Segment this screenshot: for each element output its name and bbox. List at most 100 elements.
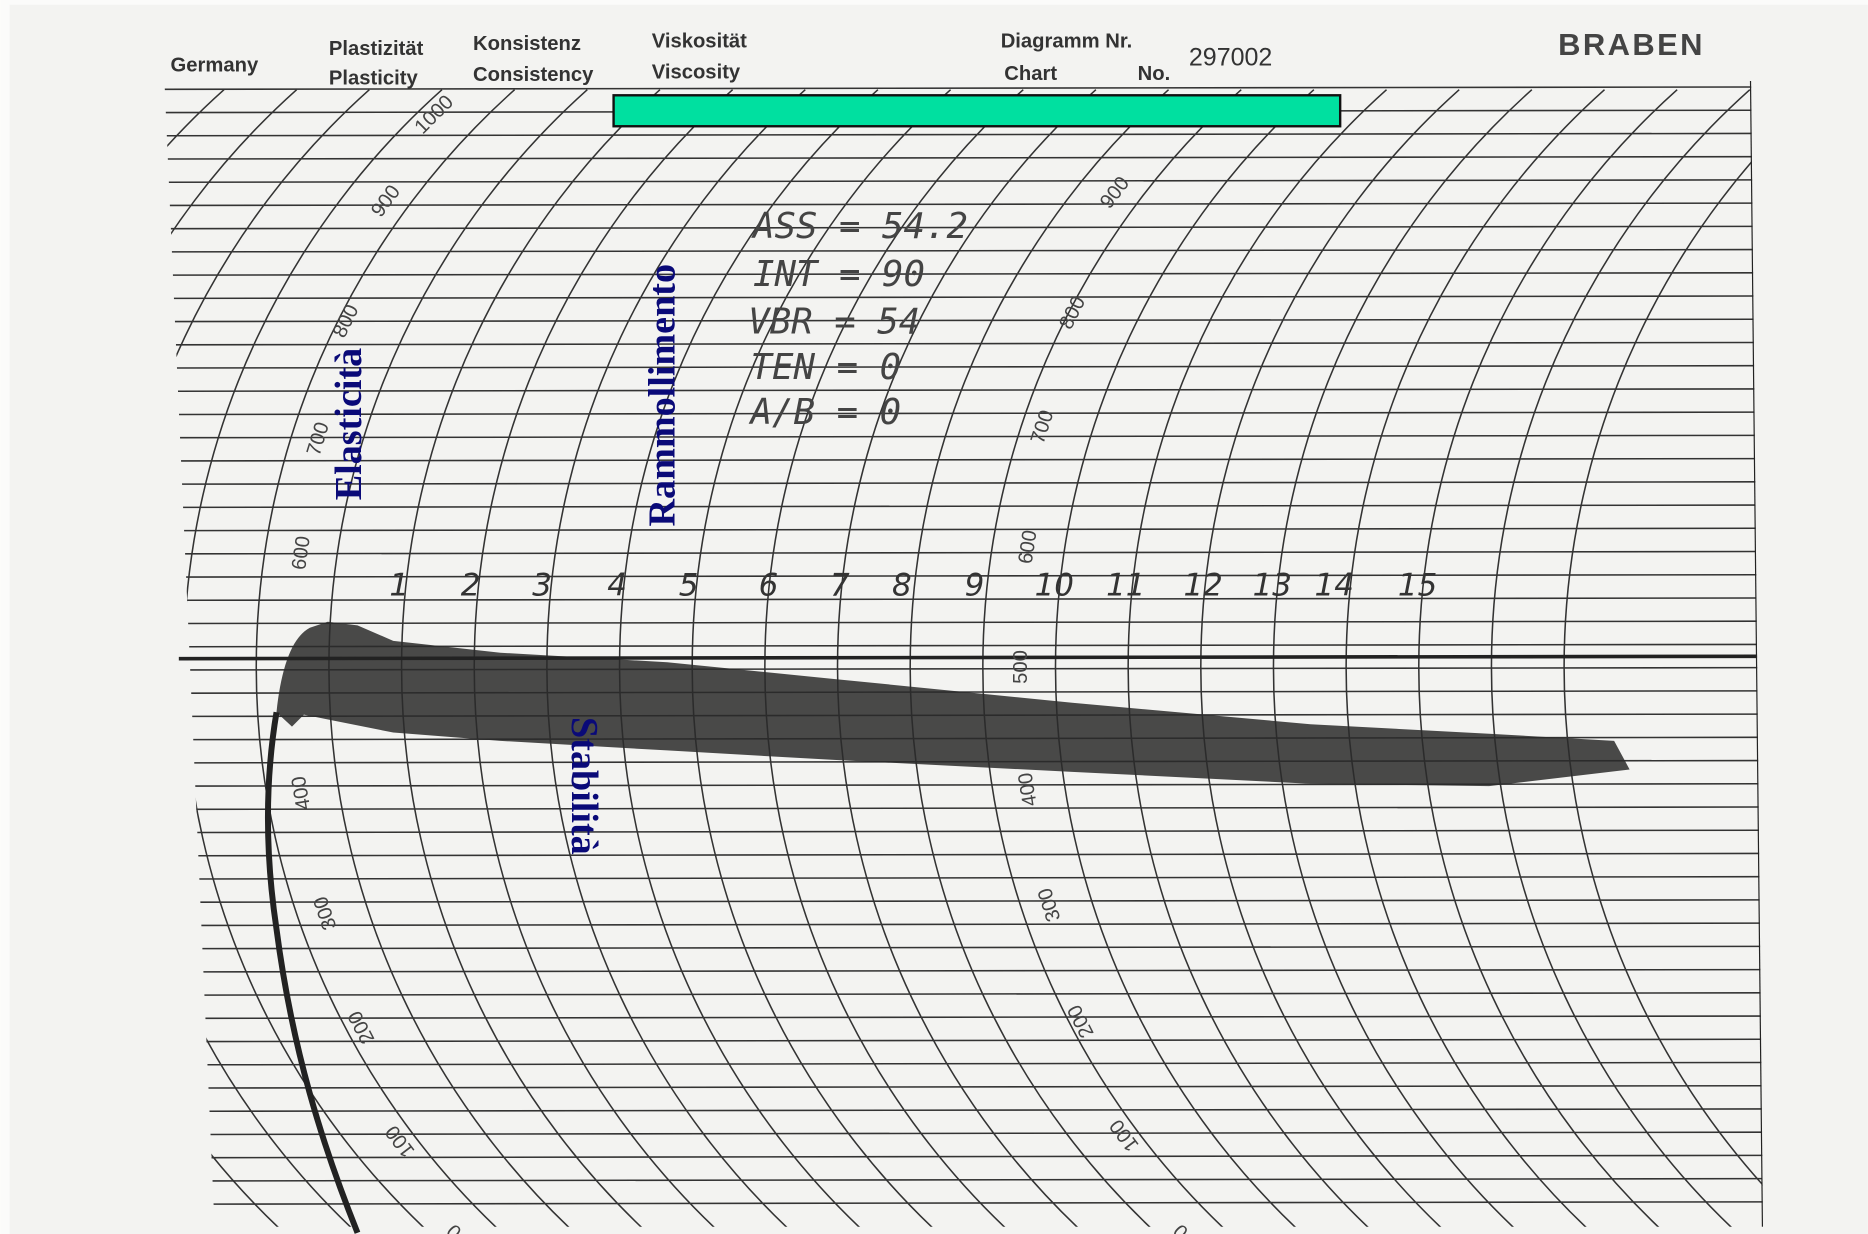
label-de: Plastizität	[329, 38, 424, 60]
curve-band	[276, 621, 1630, 787]
minute-label: 2	[461, 568, 481, 604]
grid-arc	[1054, 89, 1315, 1227]
grid-horizontal	[164, 295, 1764, 300]
grid-horizontal	[164, 922, 1764, 927]
grid-arc	[1272, 89, 1533, 1227]
minute-label: 15	[1398, 568, 1437, 604]
grid-horizontal	[164, 1177, 1764, 1182]
scale-label: 600	[288, 535, 315, 572]
grid-arc	[982, 89, 1242, 1227]
minute-label: 13	[1253, 568, 1292, 604]
grid-horizontal	[164, 202, 1764, 207]
grid-horizontal	[164, 1084, 1764, 1089]
grid-horizontal	[164, 527, 1764, 532]
scale-label: 400	[1015, 771, 1042, 808]
grid-arc	[1490, 89, 1751, 1227]
grid-arc	[909, 89, 1170, 1227]
annotation: Elasticità	[328, 348, 370, 500]
grid-horizontal	[164, 1061, 1764, 1066]
scale-label: 600	[1015, 529, 1042, 566]
grid-arc	[1563, 89, 1764, 1227]
grid-horizontal	[164, 388, 1764, 393]
grid-horizontal	[164, 829, 1764, 834]
grid-horizontal	[164, 806, 1764, 811]
label-en: Consistency	[473, 64, 594, 86]
grid-horizontal	[164, 364, 1764, 369]
annotation: Rammollimento	[641, 264, 683, 527]
grid-horizontal	[164, 597, 1764, 602]
grid-horizontal	[164, 411, 1764, 416]
minute-label: 3	[532, 568, 552, 604]
minute-label: 14	[1315, 568, 1354, 604]
grid-horizontal	[164, 992, 1764, 996]
grid-horizontal	[164, 899, 1764, 904]
curve-tail	[264, 711, 361, 1234]
grid-horizontal	[164, 434, 1764, 439]
grid-arc	[1345, 89, 1606, 1227]
grid-arc	[255, 89, 516, 1227]
grid-horizontal	[164, 248, 1764, 253]
label-de: Viskosität	[652, 31, 747, 53]
grid	[164, 80, 1764, 1227]
number-label: No.	[1138, 63, 1171, 85]
brand: BRABEN	[1558, 27, 1705, 62]
minute-label: 12	[1183, 568, 1222, 604]
grid-arc	[764, 89, 1024, 1227]
note: TEN = 0	[751, 347, 902, 388]
note: VBR = 54	[748, 302, 920, 343]
minute-label: 11	[1106, 568, 1145, 604]
grid-arc	[1418, 89, 1678, 1227]
grid-horizontal	[164, 481, 1764, 485]
minute-label: 1	[389, 568, 409, 604]
grid-arc	[1127, 89, 1388, 1227]
paper	[9, 4, 1868, 1234]
minute-label: 6	[759, 568, 779, 604]
label-de: Konsistenz	[473, 33, 581, 55]
minute-label: 4	[607, 568, 627, 604]
diagram-label: Diagramm Nr.	[1001, 31, 1133, 53]
grid-horizontal	[164, 1108, 1764, 1113]
grid-horizontal	[164, 1131, 1764, 1136]
grid-horizontal	[164, 573, 1764, 578]
label-en: Plasticity	[329, 68, 419, 90]
grid-horizontal	[164, 457, 1764, 462]
grid-arc	[1200, 89, 1460, 1227]
grid-horizontal	[164, 271, 1764, 276]
grid-horizontal	[164, 155, 1764, 160]
minute-label: 10	[1035, 568, 1074, 604]
grid-horizontal	[164, 968, 1764, 973]
minute-label: 8	[892, 568, 912, 604]
minute-label: 5	[679, 568, 699, 604]
grid-horizontal	[164, 504, 1764, 509]
note: A/B = 0	[749, 392, 902, 433]
note: ASS = 54.2	[751, 206, 968, 247]
grid-horizontal	[164, 341, 1764, 346]
scale-label: 500	[1010, 650, 1032, 684]
grid-horizontal	[164, 225, 1764, 230]
reference-line	[178, 654, 1758, 661]
annotation: Stabilità	[563, 717, 605, 855]
redaction-bar	[612, 94, 1342, 128]
grid-arc	[836, 89, 1097, 1227]
country: Germany	[170, 54, 258, 76]
grid-horizontal	[164, 945, 1764, 950]
grid-horizontal	[164, 550, 1764, 555]
chart-label: Chart	[1004, 63, 1057, 85]
grid-horizontal	[164, 132, 1764, 137]
grid-horizontal	[164, 1015, 1764, 1020]
grid-horizontal	[164, 179, 1764, 184]
minute-label: 9	[965, 568, 985, 604]
scale-label: 400	[288, 775, 315, 812]
grid-horizontal	[164, 86, 1764, 91]
grid-horizontal	[164, 318, 1764, 323]
curve	[264, 621, 1630, 1234]
minute-label: 7	[830, 568, 850, 604]
grid-horizontal	[164, 620, 1764, 625]
grid-horizontal	[164, 1201, 1764, 1205]
grid-arc	[164, 89, 370, 1227]
grid-horizontal	[164, 1154, 1764, 1159]
note: INT = 90	[753, 254, 925, 295]
border	[1749, 80, 1764, 1227]
grid-horizontal	[164, 875, 1764, 880]
